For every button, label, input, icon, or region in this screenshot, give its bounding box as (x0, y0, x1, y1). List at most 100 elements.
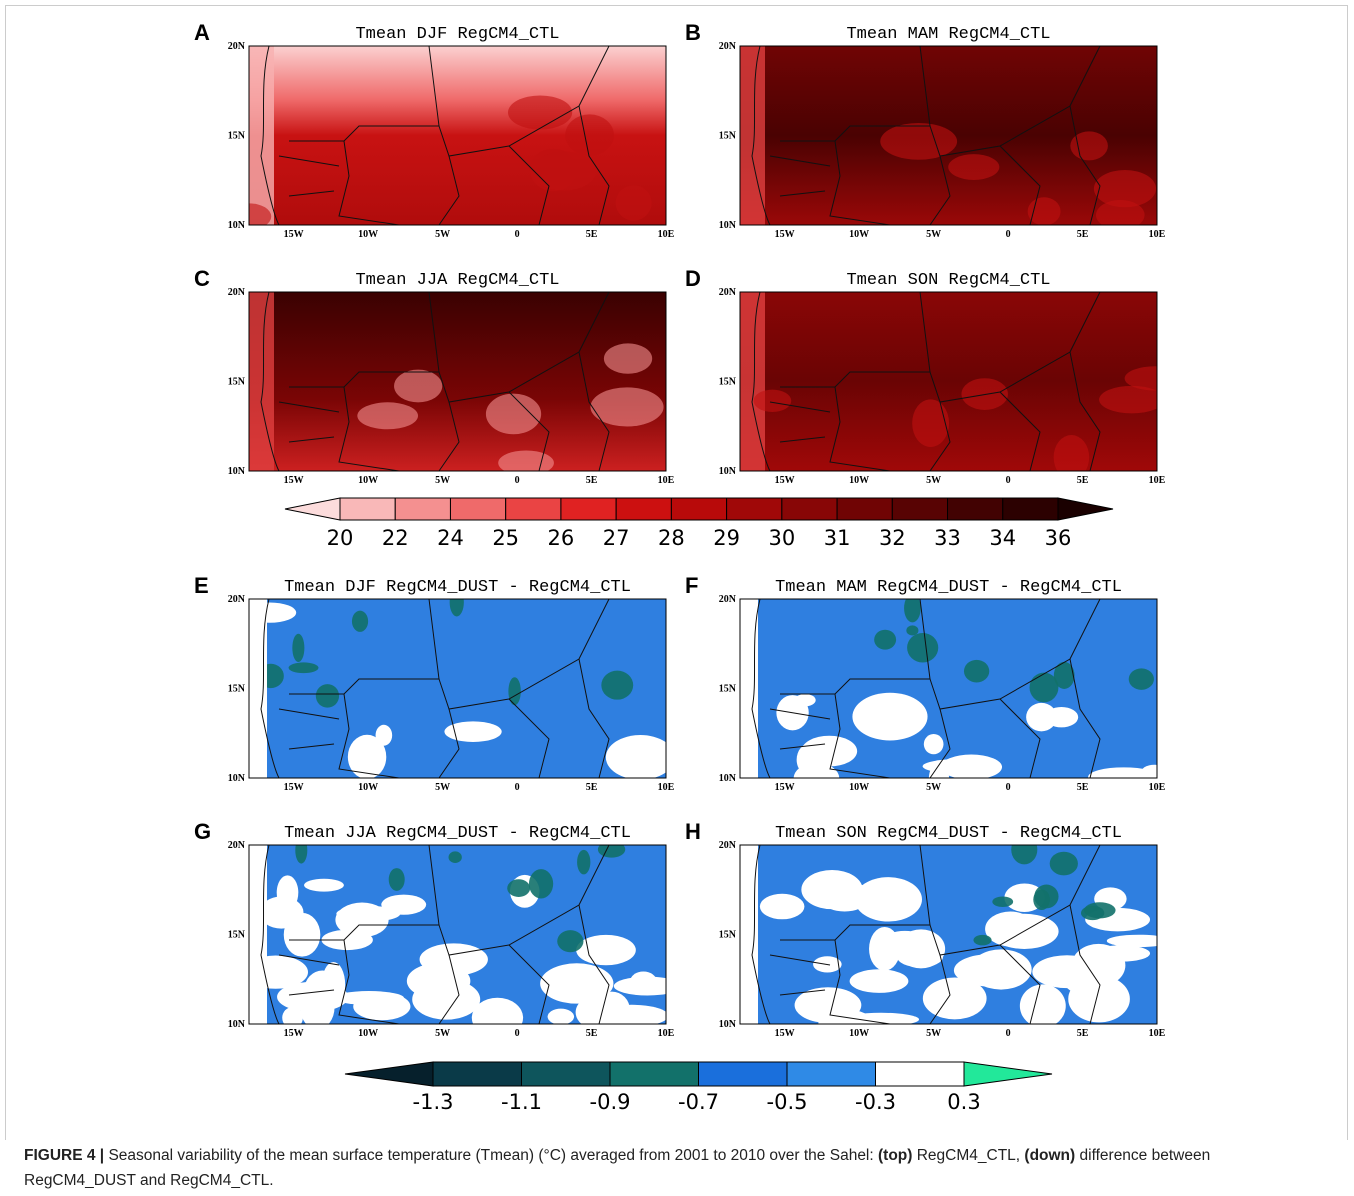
cb-label: 34 (989, 526, 1016, 550)
border (999, 944, 1041, 1024)
lon-label: 5W (926, 475, 941, 486)
blob (381, 894, 427, 915)
border (829, 386, 891, 471)
blob (1125, 781, 1143, 798)
lon-label: 0 (515, 475, 520, 486)
blob (471, 997, 524, 1024)
border (260, 845, 280, 1024)
cb-tri (1057, 497, 1114, 521)
border (929, 708, 951, 778)
lon-label: 15W (284, 229, 304, 240)
blob (507, 879, 531, 897)
caption-text: (top) (878, 1147, 913, 1164)
blob (963, 659, 990, 683)
border (999, 145, 1041, 225)
blob (1128, 668, 1154, 690)
lat-label: 10N (719, 1019, 737, 1030)
caption-text: RegCM4_CTL, (912, 1147, 1025, 1164)
cb-box (836, 497, 893, 521)
map-frame (739, 844, 1158, 1025)
lon-label: 5E (586, 229, 598, 240)
border (508, 145, 550, 225)
cb-label: 31 (824, 526, 851, 550)
lon-label: 10W (358, 1028, 378, 1039)
figure: A Tmean DJF RegCM4_CTL 20N 15N 10N 15W 10W 5W 0 5… (5, 5, 1348, 1140)
panel-title: Tmean JJA RegCM4_CTL (355, 271, 559, 290)
lon-label: 10E (1149, 1028, 1166, 1039)
cb-box (615, 497, 672, 521)
blob (444, 721, 502, 742)
lon-label: 10W (358, 782, 378, 793)
blob (412, 979, 481, 1020)
map-frame (739, 291, 1158, 472)
blob (333, 991, 405, 1005)
blob (595, 1004, 666, 1024)
lon-label: 10E (1149, 475, 1166, 486)
border (278, 155, 340, 167)
blob (249, 203, 272, 225)
lat-label: 10N (719, 773, 737, 784)
map (740, 599, 1157, 825)
map (740, 292, 1157, 471)
border (999, 391, 1041, 471)
border (780, 599, 931, 695)
lat-label: 20N (719, 41, 737, 52)
lat-label: 10N (719, 466, 737, 477)
map-frame (248, 45, 667, 226)
border (780, 845, 931, 941)
lon-label: 10E (1149, 229, 1166, 240)
panel-letter: G (194, 819, 211, 844)
blob (605, 735, 666, 778)
map-fill (740, 292, 1157, 471)
blob (388, 868, 405, 891)
border (780, 46, 931, 142)
border (999, 698, 1041, 778)
blob (923, 734, 944, 755)
lon-label: 5W (926, 782, 941, 793)
blob (907, 632, 939, 663)
lon-label: 10W (849, 475, 869, 486)
lon-label: 0 (515, 1028, 520, 1039)
blob (1026, 702, 1057, 732)
panel-title: Tmean DJF RegCM4_CTL (355, 25, 559, 44)
blob (911, 798, 941, 825)
lon-label: 0 (1006, 782, 1011, 793)
blob (347, 734, 387, 778)
blob (485, 393, 542, 435)
blob (590, 387, 664, 427)
map-fill (249, 292, 666, 471)
lon-label: 5E (1077, 475, 1089, 486)
cb-label: 36 (1045, 526, 1072, 550)
blob (1019, 984, 1066, 1024)
blob (292, 633, 305, 663)
lon-label: 10E (658, 782, 675, 793)
blob (922, 758, 999, 774)
map (249, 46, 666, 225)
caption-text: (down) (1024, 1147, 1076, 1164)
border (438, 954, 460, 1024)
lon-label: 10W (358, 475, 378, 486)
map (249, 599, 666, 778)
blob (1049, 851, 1078, 876)
blob (295, 845, 308, 864)
lon-label: 0 (1006, 229, 1011, 240)
lat-label: 10N (228, 466, 246, 477)
cb-box (875, 1061, 965, 1087)
lon-label: 5W (926, 229, 941, 240)
blob (282, 1007, 303, 1024)
border (779, 989, 826, 996)
blob (1084, 902, 1116, 919)
border (260, 292, 280, 471)
cb-label: 29 (713, 526, 740, 550)
blob (531, 151, 596, 191)
map-frame (739, 45, 1158, 226)
border (578, 658, 610, 778)
cb-label: 24 (437, 526, 464, 550)
border (829, 140, 891, 225)
cb-label: -0.5 (767, 1090, 808, 1114)
map-frame (739, 598, 1158, 779)
border (751, 599, 771, 778)
cb-box (432, 1061, 522, 1087)
blob (992, 896, 1014, 907)
border (508, 944, 550, 1024)
